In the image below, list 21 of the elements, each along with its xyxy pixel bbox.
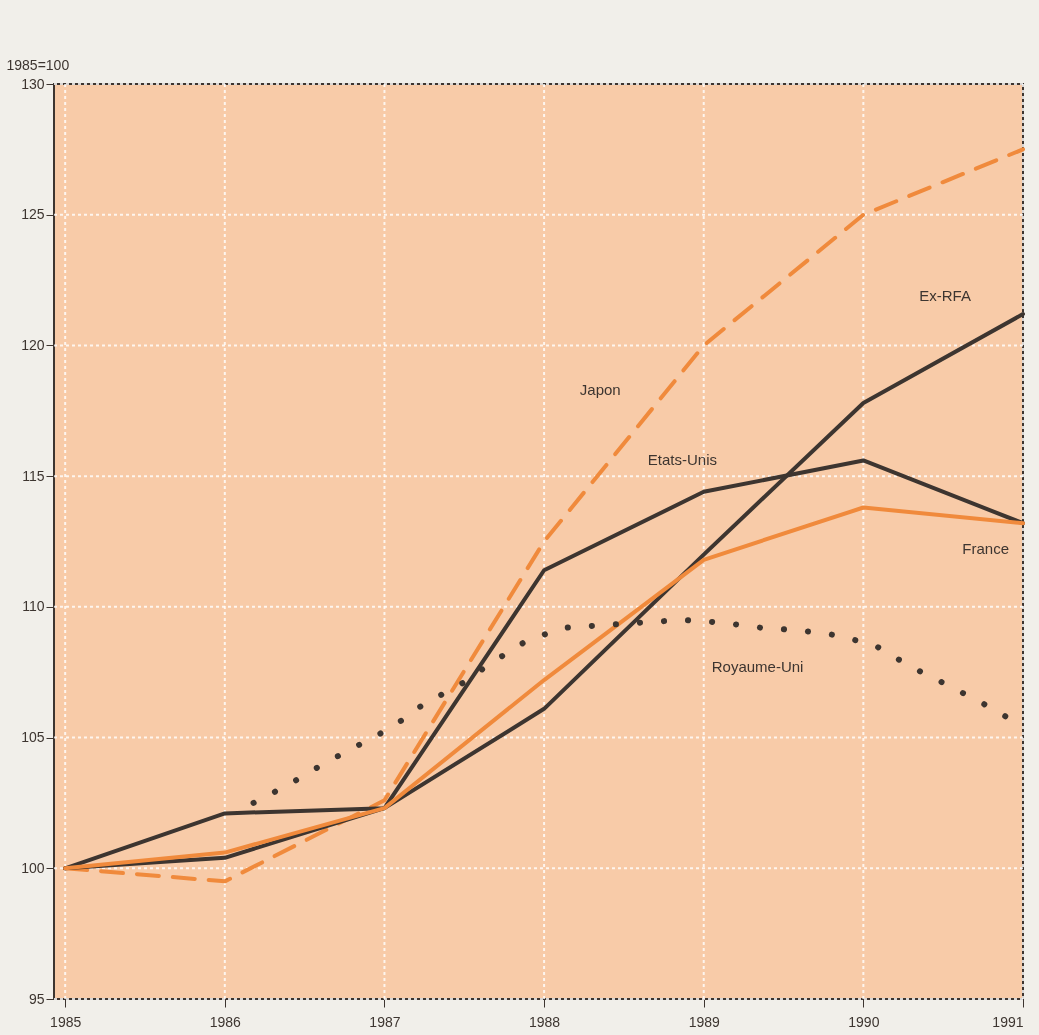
y-tick-label: 125 bbox=[21, 206, 45, 223]
y-tick-label: 115 bbox=[22, 467, 45, 484]
x-tick-label: 1991 bbox=[992, 1013, 1024, 1030]
y-axis-title: 1985=100 bbox=[6, 56, 70, 73]
y-tick-label: 95 bbox=[28, 990, 45, 1007]
series-label: Etats-Unis bbox=[647, 451, 718, 469]
x-tick-label: 1989 bbox=[688, 1013, 721, 1030]
y-tick-label: 105 bbox=[21, 729, 45, 746]
x-tick-label: 1990 bbox=[848, 1013, 880, 1030]
x-tick-label: 1988 bbox=[529, 1013, 561, 1030]
y-tick-label: 100 bbox=[21, 859, 45, 876]
y-tick-label: 130 bbox=[21, 75, 45, 92]
text: Japon bbox=[579, 380, 621, 398]
text: Ex-RFA bbox=[919, 286, 971, 304]
x-tick-label: 1986 bbox=[209, 1013, 242, 1030]
series-label: France bbox=[962, 540, 1010, 558]
series-label: Royaume-Uni bbox=[711, 657, 804, 675]
x-tick-label: 1985 bbox=[50, 1013, 82, 1030]
y-tick-label: 120 bbox=[21, 336, 45, 353]
y-tick-label: 110 bbox=[22, 598, 45, 615]
x-tick-label: 1987 bbox=[369, 1013, 401, 1030]
